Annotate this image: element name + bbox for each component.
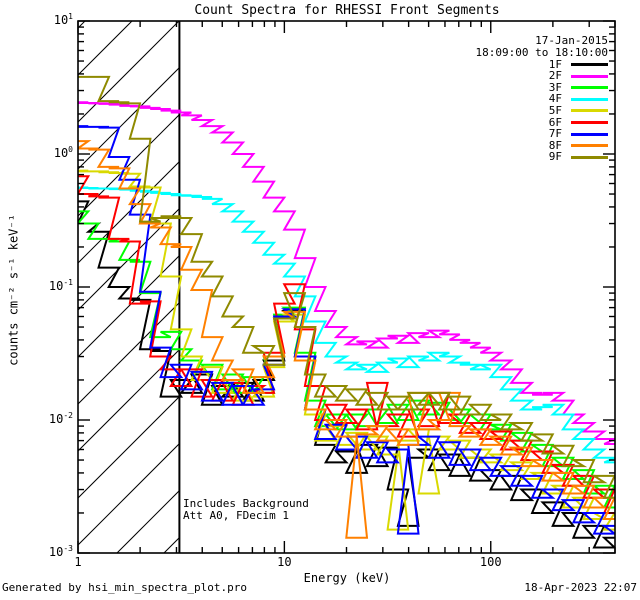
- observation-time-range: 18:09:00 to 18:10:00: [475, 46, 608, 59]
- series-line-4F: [78, 186, 615, 464]
- legend-color-swatch-6F: [571, 121, 608, 124]
- x-axis-label: Energy (keV): [303, 571, 391, 585]
- spectra-series-group: [78, 75, 615, 549]
- legend-label-9F: 9F: [548, 150, 562, 164]
- series-line-5F: [78, 169, 615, 531]
- series-line-2F: [78, 101, 615, 445]
- x-tick-label: 10: [277, 555, 292, 569]
- legend-color-swatch-2F: [571, 74, 608, 78]
- legend-color-swatch-7F: [571, 132, 608, 136]
- legend-label-2F: 2F: [548, 69, 562, 83]
- series-line-9F: [78, 75, 615, 499]
- legend-label-6F: 6F: [548, 115, 562, 129]
- footer-timestamp: 18-Apr-2023 22:07: [524, 581, 637, 594]
- legend-label-4F: 4F: [548, 92, 562, 106]
- y-tick-label: 10-1: [48, 278, 73, 293]
- legend-color-swatch-1F: [571, 63, 608, 66]
- observation-date: 17-Jan-2015: [535, 34, 608, 47]
- series-line-3F: [78, 210, 615, 509]
- series-line-1F: [78, 200, 615, 549]
- legend-label-3F: 3F: [548, 80, 562, 94]
- annotation-attenuator-state: Att A0, FDecim 1: [183, 509, 289, 522]
- series-line-8F: [78, 140, 615, 539]
- x-tick-label: 100: [479, 555, 502, 569]
- x-tick-label: 1: [74, 555, 82, 569]
- y-tick-label: 10-2: [48, 411, 73, 426]
- y-tick-label: 100: [53, 145, 73, 160]
- series-line-7F: [78, 125, 615, 535]
- y-tick-label: 101: [53, 12, 73, 27]
- legend-label-1F: 1F: [548, 57, 562, 71]
- axis-ticks: [77, 20, 616, 554]
- annotation-includes-background: Includes Background: [183, 497, 309, 510]
- legend-label-5F: 5F: [548, 103, 562, 117]
- legend-color-swatch-3F: [571, 86, 608, 90]
- y-tick-label: 10-3: [48, 544, 73, 559]
- legend-label-8F: 8F: [548, 138, 562, 152]
- legend-color-swatch-9F: [571, 155, 608, 159]
- legend-color-swatch-5F: [571, 109, 608, 113]
- legend-color-swatch-8F: [571, 144, 608, 148]
- chart-title: Count Spectra for RHESSI Front Segments: [194, 3, 500, 18]
- legend-color-swatch-4F: [571, 97, 608, 101]
- legend-label-7F: 7F: [548, 127, 562, 141]
- footer-generator: Generated by hsi_min_spectra_plot.pro: [2, 581, 248, 594]
